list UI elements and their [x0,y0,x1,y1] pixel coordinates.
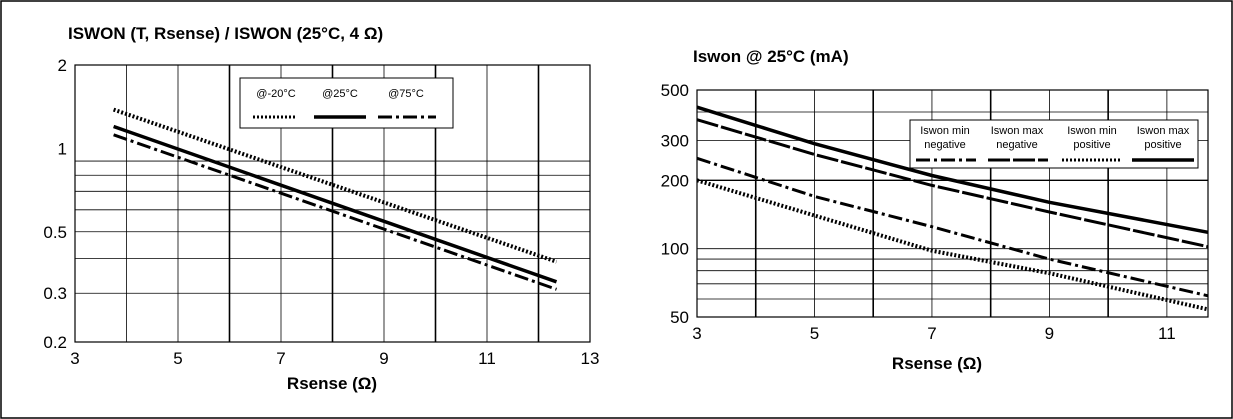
chart-iswon-ratio: ISWON (T, Rsense) / ISWON (25°C, 4 Ω) 3 5… [43,24,599,393]
legend-label-0a: Iswon min [920,125,970,137]
y-tick-label: 300 [661,131,689,150]
legend-label-1b: negative [996,139,1038,151]
series-line-1 [696,118,1209,249]
legend-label-3a: Iswon max [1137,125,1190,137]
x-tick-label: 11 [1158,324,1176,343]
y-tick-label: 200 [661,171,689,190]
x-axis-label: Rsense (Ω) [287,374,377,393]
y-tick-label: 0.3 [43,284,67,303]
legend-label-1: @25°C [322,88,358,100]
grid [697,90,1208,317]
legend-label-0b: negative [924,139,966,151]
series-lines [696,105,1209,312]
chart-title: Iswon @ 25°C (mA) [693,47,849,66]
x-tick-label: 3 [70,349,79,368]
tick-labels: 3 5 7 9 11 500 300 200 100 50 [661,81,1176,343]
chart-title: ISWON (T, Rsense) / ISWON (25°C, 4 Ω) [68,24,383,43]
series-line-3 [696,105,1209,235]
y-tick-label: 500 [661,81,689,100]
legend-label-2b: positive [1073,139,1110,151]
legend-box [239,77,454,129]
x-tick-label: 3 [692,324,701,343]
x-tick-label: 13 [581,349,600,368]
legend-label-0: @-20°C [256,88,295,100]
series-line-1 [113,124,558,284]
x-tick-label: 7 [927,324,936,343]
y-tick-label: 2 [58,56,67,75]
x-tick-label: 9 [1045,324,1054,343]
legend-label-2: @75°C [388,88,424,100]
y-tick-label: 1 [58,139,67,158]
legend-label-3b: positive [1144,139,1181,151]
legend-label-2a: Iswon min [1067,125,1117,137]
x-tick-label: 7 [276,349,285,368]
x-tick-label: 5 [173,349,182,368]
tick-labels: 3 5 7 9 11 13 2 1 0.5 0.3 0.2 [43,56,599,368]
x-axis-label: Rsense (Ω) [892,354,982,373]
legend: @-20°C @25°C @75°C [239,77,454,129]
x-tick-label: 5 [810,324,819,343]
y-tick-label: 0.2 [43,333,67,352]
legend: Iswon min negative Iswon max negative Is… [909,119,1199,169]
series-line-0 [696,156,1209,298]
x-tick-label: 11 [478,349,496,368]
series-lines [112,107,558,291]
x-tick-label: 9 [379,349,388,368]
y-tick-label: 100 [661,240,689,259]
chart-iswon-25c: Iswon @ 25°C (mA) 3 5 7 9 11 500 300 200 100 50 R… [661,47,1209,373]
y-tick-label: 0.5 [43,223,67,242]
plot-area [696,89,1209,318]
legend-label-1a: Iswon max [991,125,1044,137]
series-line-2 [696,178,1209,312]
series-line-2 [113,133,557,291]
y-tick-label: 50 [670,308,689,327]
